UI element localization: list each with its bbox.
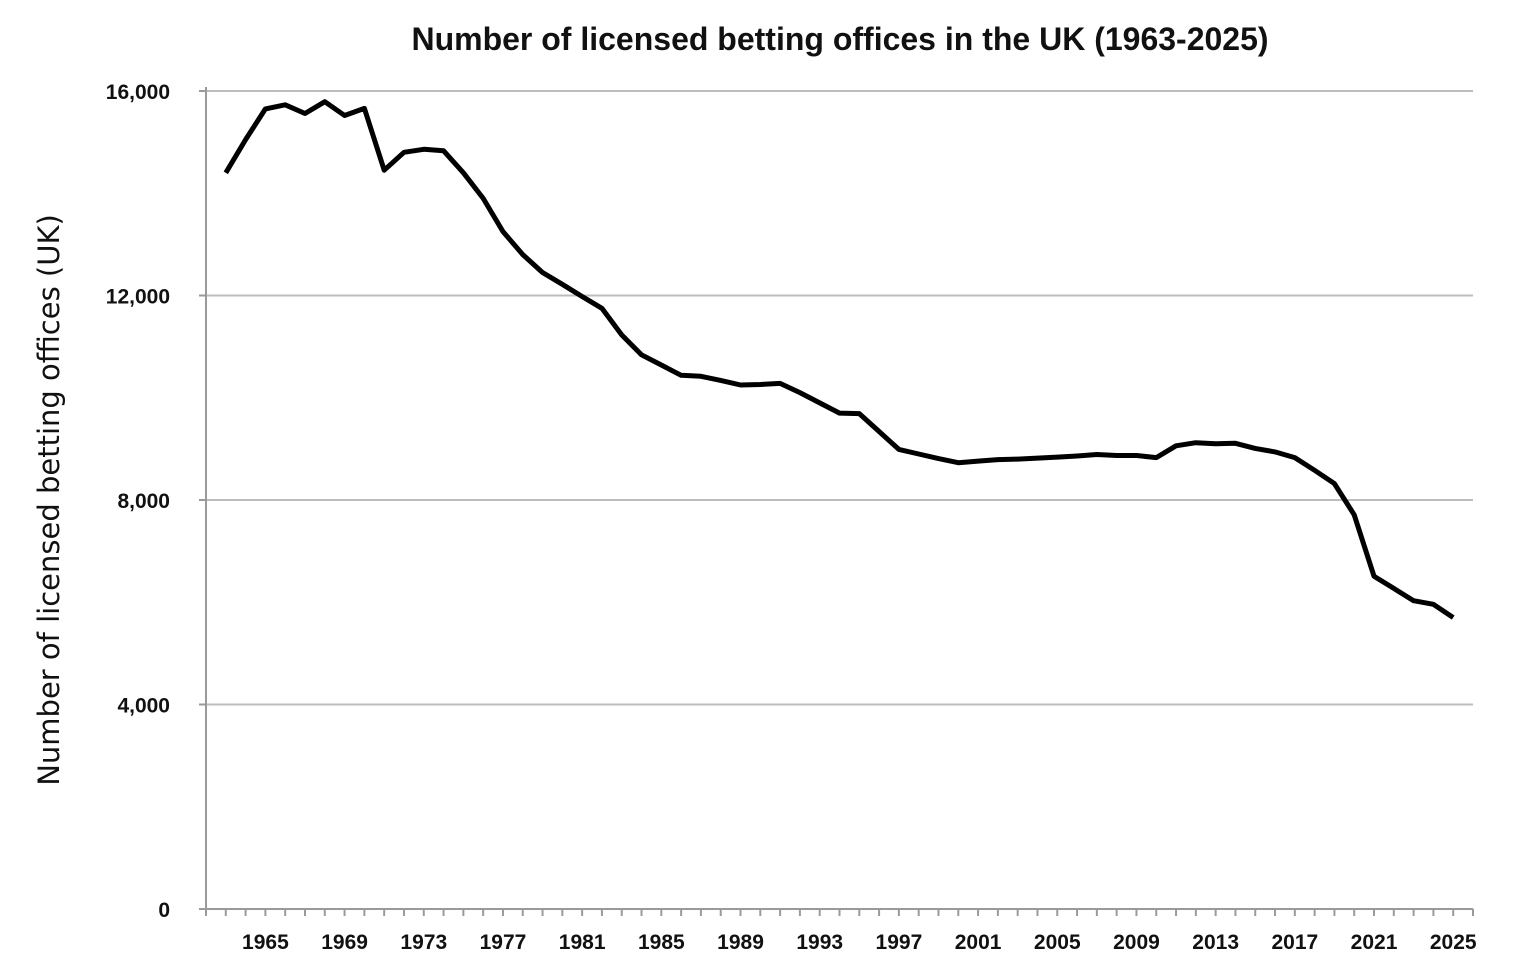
- y-tick-label: 8,000: [117, 490, 170, 513]
- x-tick-label: 2021: [1351, 931, 1398, 954]
- x-tick-label: 2005: [1034, 931, 1081, 954]
- x-axis-ticks: 1965 1969 1973 1977 1981 1985 1989 1993 1997 2001…: [242, 931, 1477, 954]
- x-tick-label: 1989: [717, 931, 764, 954]
- axes: [199, 87, 1474, 916]
- y-tick-label: 16,000: [106, 81, 170, 104]
- y-tick-label: 0: [158, 899, 170, 922]
- x-tick-label: 1993: [796, 931, 843, 954]
- x-tick-label: 2001: [955, 931, 1002, 954]
- gridlines: [206, 90, 1473, 706]
- series-layer: [223, 99, 1455, 620]
- x-tick-label: 1969: [321, 931, 368, 954]
- y-axis-ticks: 0 4,000 8,000 12,000 16,000: [106, 81, 170, 922]
- x-tick-label: 1977: [480, 931, 527, 954]
- x-tick-label: 2025: [1430, 931, 1477, 954]
- x-tick-label: 1997: [876, 931, 923, 954]
- x-tick-label: 1973: [400, 931, 447, 954]
- x-tick-label: 2013: [1192, 931, 1239, 954]
- x-tick-label: 2017: [1271, 931, 1318, 954]
- x-tick-label: 1985: [638, 931, 685, 954]
- series-line: [223, 99, 1455, 620]
- y-tick-label: 4,000: [117, 695, 170, 718]
- x-tick-label: 1965: [242, 931, 289, 954]
- y-tick-label: 12,000: [106, 286, 170, 309]
- x-tick-label: 2009: [1113, 931, 1160, 954]
- chart-title: Number of licensed betting offices in th…: [411, 21, 1268, 57]
- y-axis-label: Number of licensed betting offices (UK): [32, 214, 66, 786]
- x-tick-label: 1981: [559, 931, 606, 954]
